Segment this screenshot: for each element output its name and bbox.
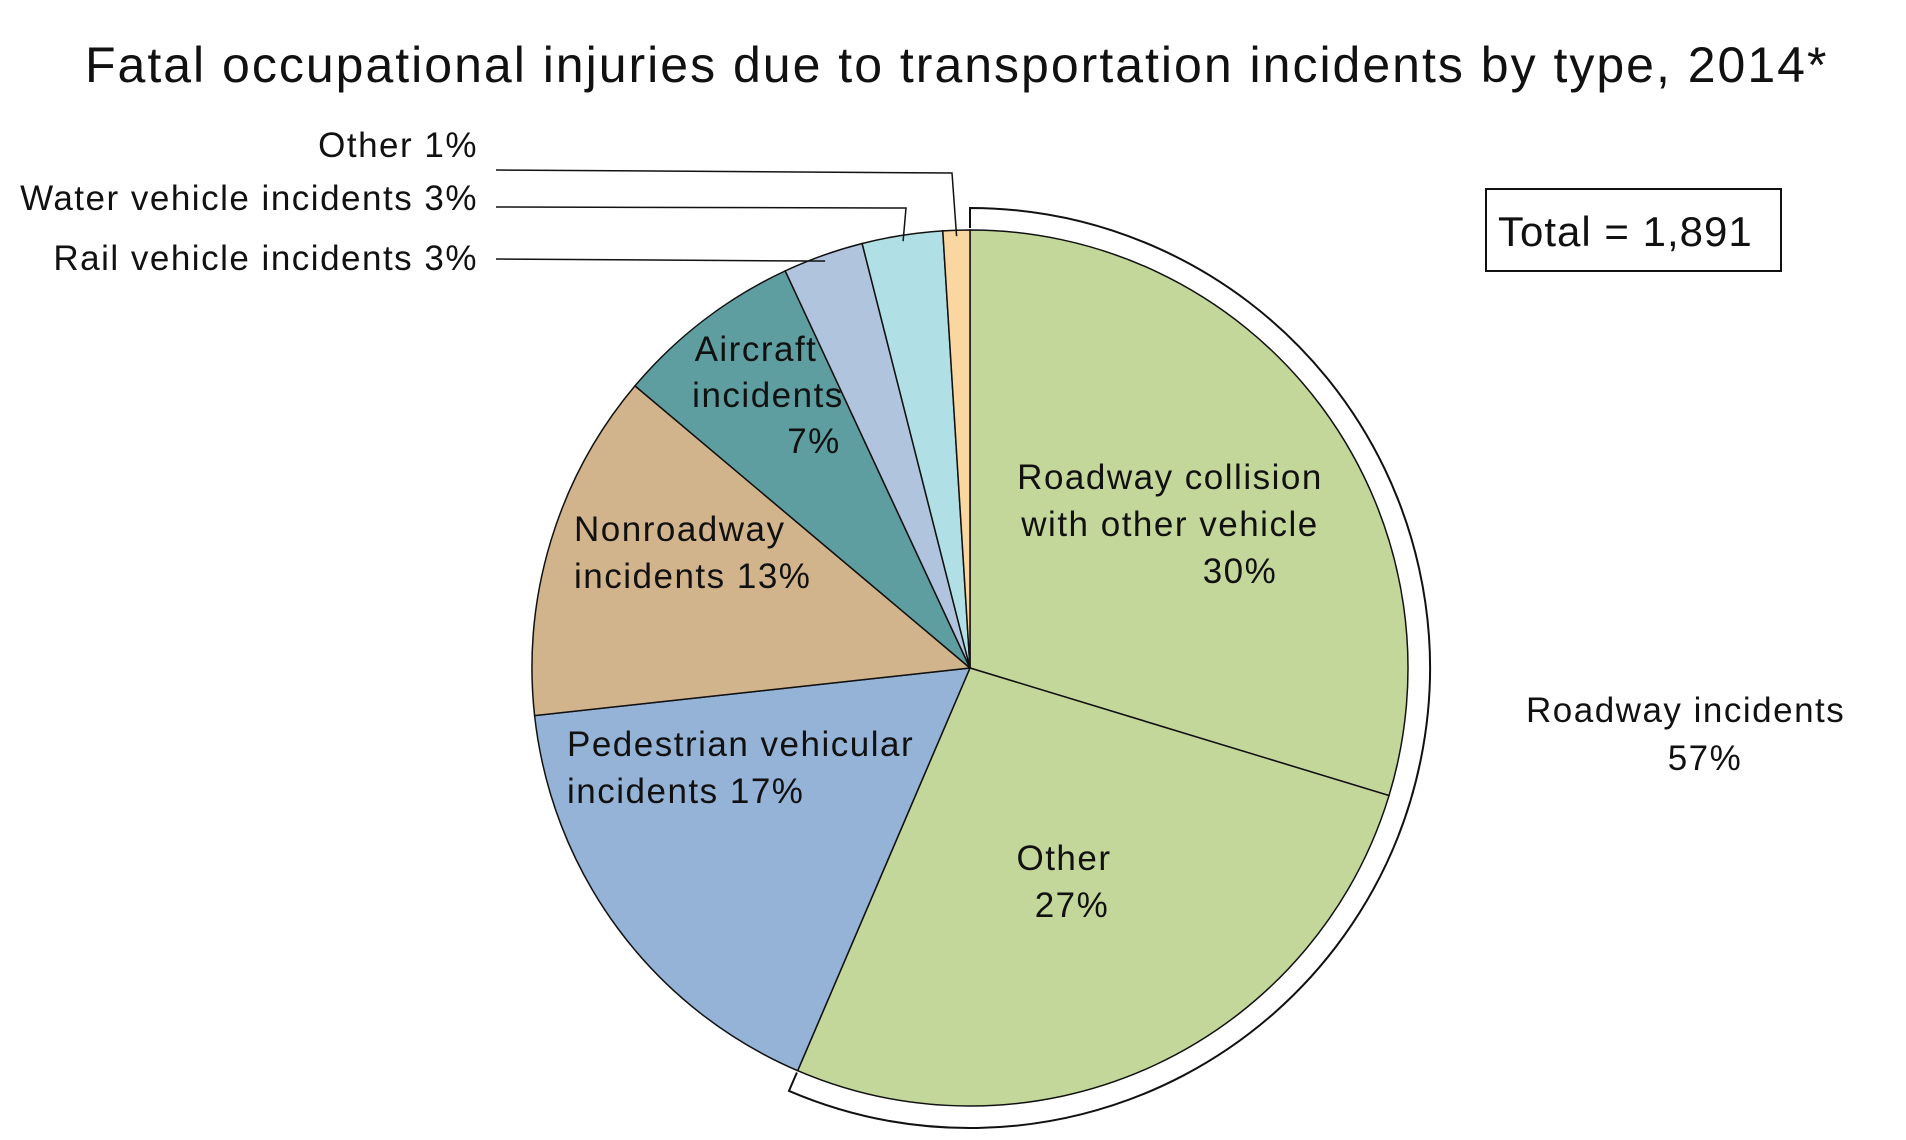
total-label: Total = 1,891 (1498, 208, 1753, 255)
slice-aircraft-label: Aircraft incidents 7% (692, 330, 844, 461)
slice-roadway-other-label: Other 27% (1016, 839, 1111, 925)
slice-rail-leader-line (495, 258, 826, 262)
slice-roadway-collision (969, 229, 1409, 797)
roadway-group-bracket (787, 206, 1431, 1129)
leader-lines (495, 169, 958, 262)
slice-labels: Roadway collision with other vehicle 30% Ot… (20, 126, 1323, 925)
slice-other-small-leader-line (495, 169, 958, 237)
chart-title: Fatal occupational injuries due to trans… (85, 37, 1828, 93)
slice-pedestrian-label: Pedestrian vehicular incidents 17% (567, 725, 914, 811)
slice-pedestrian (533, 667, 972, 1072)
slice-nonroadway (531, 384, 972, 717)
slice-water-label: Water vehicle incidents 3% (20, 179, 478, 218)
slice-other-small-label: Other 1% (318, 126, 478, 165)
slice-roadway-collision-label: Roadway collision with other vehicle 30% (1017, 458, 1323, 591)
slice-roadway-other (796, 667, 1390, 1107)
total-box-border (1485, 188, 1782, 272)
pie-slices (531, 229, 1409, 1107)
slice-rail-label: Rail vehicle incidents 3% (53, 239, 478, 278)
roadway-group-label: Roadway incidents 57% (1526, 691, 1845, 778)
total-box: Total = 1,891 (1485, 188, 1782, 272)
slice-nonroadway-label: Nonroadway incidents 13% (574, 510, 811, 596)
slice-aircraft (633, 269, 971, 669)
slice-water-leader-line (495, 206, 907, 242)
roadway-group-label-text: Roadway incidents 57% (1526, 691, 1845, 778)
